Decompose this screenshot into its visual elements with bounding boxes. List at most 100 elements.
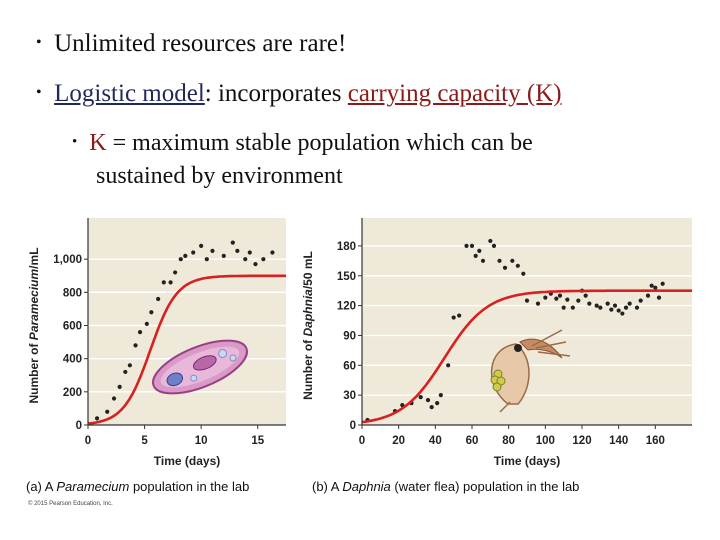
- x-axis-label-a: Time (days): [154, 454, 220, 468]
- data-point-b: [473, 253, 478, 258]
- data-point-a: [247, 250, 252, 255]
- y-tick-label-a: 600: [63, 321, 82, 333]
- data-point-b: [576, 298, 581, 303]
- data-point-a: [243, 257, 248, 262]
- data-point-a: [123, 369, 128, 375]
- data-point-b: [438, 393, 443, 398]
- bullet-1: • Unlimited resources are rare!: [36, 30, 347, 57]
- x-axis-label-b: Time (days): [494, 454, 560, 468]
- data-point-b: [497, 258, 502, 263]
- y-tick-label-b: 30: [343, 390, 356, 402]
- bullet-3: • K = maximum stable population which ca…: [72, 130, 533, 156]
- data-point-a: [253, 262, 258, 267]
- data-point-b: [594, 303, 599, 308]
- data-point-b: [565, 297, 570, 302]
- data-point-b: [446, 363, 451, 368]
- data-point-b: [429, 404, 434, 410]
- carrying-capacity-term: carrying capacity: [347, 80, 527, 107]
- data-point-b: [660, 281, 665, 286]
- data-point-b: [570, 305, 575, 310]
- data-point-a: [199, 243, 204, 248]
- paramecium-illustration: [152, 339, 248, 395]
- data-point-a: [168, 280, 173, 285]
- data-point-b: [435, 401, 440, 406]
- data-point-b: [425, 398, 431, 403]
- data-point-b: [464, 243, 469, 248]
- x-tick-label-b: 80: [502, 435, 515, 447]
- x-tick-label-b: 0: [359, 435, 365, 447]
- data-point-a: [161, 280, 166, 285]
- data-point-b: [554, 296, 559, 301]
- x-tick-label-b: 120: [572, 435, 591, 447]
- data-point-b: [457, 313, 462, 318]
- data-point-a: [149, 310, 154, 315]
- data-point-b: [612, 303, 618, 308]
- data-point-b: [535, 301, 541, 306]
- data-point-a: [191, 250, 196, 255]
- data-point-b: [491, 243, 497, 248]
- copyright: © 2015 Pearson Education, Inc.: [28, 500, 113, 507]
- data-point-a: [144, 321, 149, 326]
- x-tick-label-b: 140: [609, 435, 628, 447]
- chart-paramecium: 0 200 400 600 800 1,000 0 5 10 15 Number of Param…: [27, 218, 286, 468]
- data-point-a: [133, 343, 138, 348]
- bullet-3-text: = maximum stable population which can be: [106, 130, 533, 156]
- x-tick-label-a: 10: [195, 435, 208, 447]
- data-point-a: [94, 416, 100, 421]
- x-tick-label-a: 0: [85, 435, 91, 447]
- data-point-b: [488, 238, 493, 244]
- data-point-b: [645, 293, 651, 298]
- caption-a: (a) A Paramecium population in the lab: [26, 479, 249, 494]
- x-tick-label-a: 15: [251, 435, 264, 447]
- data-point-a: [156, 296, 161, 302]
- y-tick-label-a: 800: [63, 287, 82, 299]
- data-point-a: [210, 248, 215, 253]
- data-point-a: [127, 363, 132, 368]
- data-point-b: [418, 395, 423, 400]
- data-point-b: [587, 301, 592, 306]
- data-point-b: [480, 258, 486, 263]
- data-point-a: [261, 257, 266, 262]
- data-point-b: [515, 263, 520, 268]
- data-point-b: [634, 305, 640, 310]
- y-tick-label-a: 0: [76, 420, 82, 432]
- data-point-b: [524, 298, 530, 303]
- y-tick-label-a: 400: [63, 354, 82, 366]
- x-tick-label-a: 5: [141, 435, 148, 447]
- data-point-a: [235, 248, 240, 253]
- data-point-a: [111, 396, 117, 401]
- data-point-b: [605, 301, 610, 306]
- data-point-a: [105, 409, 110, 414]
- data-point-b: [521, 271, 526, 276]
- data-point-a: [137, 330, 143, 335]
- y-tick-label-b: 60: [343, 360, 356, 372]
- data-point-b: [609, 307, 614, 312]
- x-tick-label-b: 40: [429, 435, 442, 447]
- y-tick-label-b: 150: [337, 271, 356, 283]
- k-term: (K): [526, 80, 562, 107]
- data-point-b: [469, 243, 475, 248]
- chart-daphnia: 0 30 60 90 120 150 180 0 20 40 60 80 100 120 140 160 Nu…: [301, 218, 692, 468]
- data-point-b: [649, 283, 654, 288]
- bullet-3-line2: sustained by environment: [96, 163, 343, 189]
- y-tick-label-a: 1,000: [53, 254, 82, 266]
- data-point-a: [230, 240, 235, 245]
- data-point-b: [623, 305, 629, 310]
- x-tick-label-b: 60: [466, 435, 479, 447]
- data-point-b: [543, 295, 548, 300]
- data-point-b: [620, 311, 625, 316]
- y-tick-label-b: 0: [350, 420, 356, 432]
- data-point-b: [653, 285, 658, 290]
- y-tick-label-b: 90: [343, 330, 356, 342]
- data-point-a: [178, 257, 183, 262]
- y-tick-label-a: 200: [63, 387, 82, 399]
- data-point-b: [583, 293, 588, 298]
- y-tick-label-b: 180: [337, 241, 356, 253]
- data-point-b: [510, 258, 515, 263]
- bullet-2-mid: : incorporates: [204, 80, 348, 107]
- data-point-a: [183, 253, 188, 258]
- daphnia-illustration: [490, 329, 571, 413]
- x-tick-label-b: 100: [536, 435, 555, 447]
- data-point-b: [616, 308, 621, 313]
